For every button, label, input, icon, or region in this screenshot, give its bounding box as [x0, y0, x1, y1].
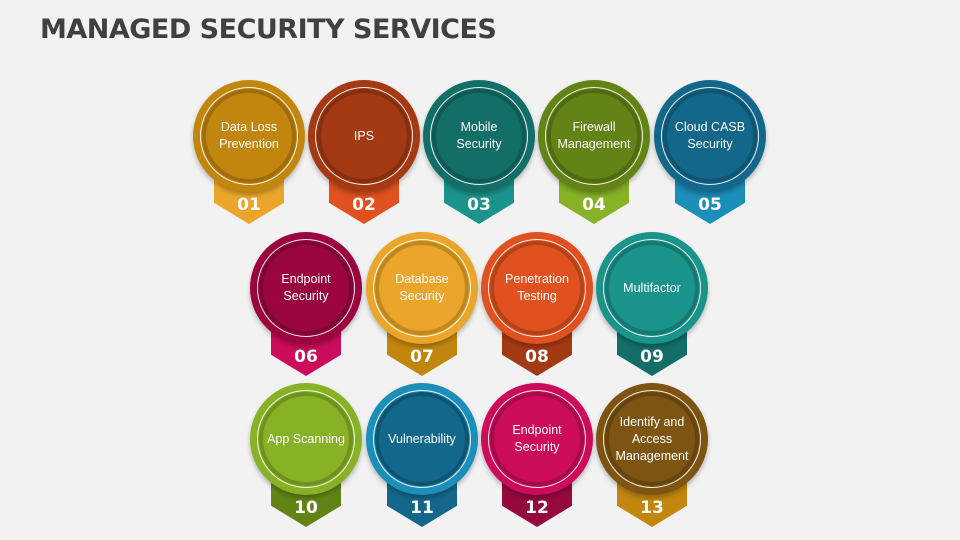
service-label: Mobile Security	[456, 120, 502, 151]
outer-ring: Mobile Security	[423, 80, 535, 192]
outer-ring: IPS	[308, 80, 420, 192]
badge-number: 05	[698, 195, 722, 215]
service-badge-01: 01 Data Loss Prevention	[193, 80, 305, 226]
badge-number: 10	[294, 498, 318, 518]
inner-circle: Endpoint Security	[257, 239, 355, 337]
inner-circle: Penetration Testing	[488, 239, 586, 337]
service-label: App Scanning	[267, 431, 345, 446]
badge-number: 03	[467, 195, 491, 215]
service-label: Multifactor	[623, 280, 681, 295]
badge-number: 06	[294, 347, 318, 367]
inner-circle: Vulnerability	[373, 390, 471, 488]
inner-circle: Identify and Access Management	[603, 390, 701, 488]
service-label: Penetration Testing	[505, 272, 569, 303]
page-title: MANAGED SECURITY SERVICES	[40, 14, 497, 45]
outer-ring: Identify and Access Management	[596, 383, 708, 495]
outer-ring: Cloud CASB Security	[654, 80, 766, 192]
service-badge-04: 04 Firewall Management	[538, 80, 650, 226]
badge-number: 11	[410, 498, 434, 518]
service-label: Endpoint Security	[512, 423, 562, 454]
service-label: Data Loss Prevention	[219, 120, 279, 151]
badge-number: 12	[525, 498, 549, 518]
outer-ring: Penetration Testing	[481, 232, 593, 344]
outer-ring: Vulnerability	[366, 383, 478, 495]
service-badge-11: 11 Vulnerability	[366, 383, 478, 529]
outer-ring: Multifactor	[596, 232, 708, 344]
service-badge-07: 07 Database Security	[366, 232, 478, 378]
badge-number: 02	[352, 195, 376, 215]
inner-circle: Database Security	[373, 239, 471, 337]
service-label: IPS	[353, 128, 375, 143]
badge-number: 09	[640, 347, 664, 367]
service-label: Endpoint Security	[281, 272, 331, 303]
service-badge-05: 05 Cloud CASB Security	[654, 80, 766, 226]
service-badge-03: 03 Mobile Security	[423, 80, 535, 226]
service-badge-06: 06 Endpoint Security	[250, 232, 362, 378]
service-badge-09: 09 Multifactor	[596, 232, 708, 378]
service-label: Database Security	[395, 272, 449, 303]
inner-circle: Firewall Management	[545, 87, 643, 185]
inner-circle: App Scanning	[257, 390, 355, 488]
inner-circle: Endpoint Security	[488, 390, 586, 488]
badge-number: 07	[410, 347, 434, 367]
service-label: Cloud CASB Security	[674, 120, 746, 151]
service-badge-13: 13 Identify and Access Management	[596, 383, 708, 529]
outer-ring: Endpoint Security	[481, 383, 593, 495]
inner-circle: Mobile Security	[430, 87, 528, 185]
service-badge-12: 12 Endpoint Security	[481, 383, 593, 529]
badge-number: 01	[237, 195, 261, 215]
service-badge-02: 02 IPS	[308, 80, 420, 226]
badge-number: 08	[525, 347, 549, 367]
service-label: Vulnerability	[388, 431, 456, 446]
service-label: Identify and Access Management	[615, 414, 689, 463]
service-badge-10: 10 App Scanning	[250, 383, 362, 529]
outer-ring: Endpoint Security	[250, 232, 362, 344]
badge-number: 04	[582, 195, 606, 215]
outer-ring: App Scanning	[250, 383, 362, 495]
outer-ring: Firewall Management	[538, 80, 650, 192]
inner-circle: IPS	[315, 87, 413, 185]
badge-number: 13	[640, 498, 664, 518]
service-badge-08: 08 Penetration Testing	[481, 232, 593, 378]
inner-circle: Multifactor	[603, 239, 701, 337]
inner-circle: Data Loss Prevention	[200, 87, 298, 185]
inner-circle: Cloud CASB Security	[661, 87, 759, 185]
outer-ring: Database Security	[366, 232, 478, 344]
outer-ring: Data Loss Prevention	[193, 80, 305, 192]
service-label: Firewall Management	[557, 120, 631, 151]
